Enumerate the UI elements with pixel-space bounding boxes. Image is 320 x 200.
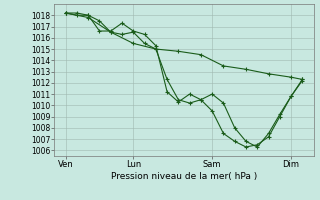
X-axis label: Pression niveau de la mer( hPa ): Pression niveau de la mer( hPa ) (111, 172, 257, 181)
